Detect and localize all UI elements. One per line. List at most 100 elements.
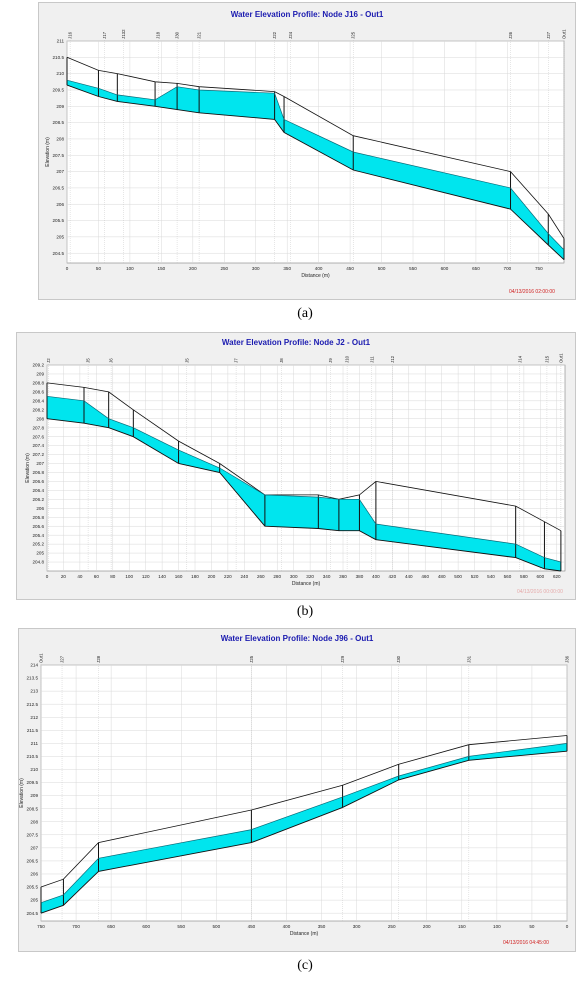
- x-tick-label: 150: [458, 924, 466, 929]
- x-tick-label: 600: [142, 924, 150, 929]
- y-tick-label: 204.5: [27, 911, 39, 916]
- x-tick-label: 200: [189, 266, 197, 271]
- y-tick-label: 207.6: [33, 434, 45, 439]
- y-tick-label: 206.5: [53, 186, 65, 191]
- y-tick-label: 206: [36, 506, 44, 511]
- caption-b: (b): [296, 604, 314, 619]
- y-tick-label: 206: [30, 872, 38, 877]
- y-tick-label: 209.5: [27, 780, 39, 785]
- profile-panel-a: Water Elevation Profile: Node J16 - Out1…: [38, 2, 576, 300]
- y-tick-label: 208: [30, 819, 38, 824]
- x-tick-label: 200: [208, 574, 216, 579]
- x-tick-label: 700: [72, 924, 80, 929]
- x-tick-label: 320: [306, 574, 314, 579]
- caption-c: (c): [297, 958, 313, 973]
- x-tick-label: 400: [283, 924, 291, 929]
- invert-line: [66, 84, 565, 261]
- x-axis-label: Distance (m): [290, 931, 319, 937]
- node-label: J36: [565, 655, 570, 663]
- y-tick-label: 211: [57, 39, 65, 44]
- x-tick-label: 120: [142, 574, 150, 579]
- node-label: J18: [156, 31, 161, 39]
- x-tick-label: 0: [66, 266, 69, 271]
- y-tick-label: 208.6: [33, 389, 45, 394]
- y-tick-label: 210.5: [53, 55, 65, 60]
- x-tick-label: 540: [487, 574, 495, 579]
- chart-title: Water Elevation Profile: Node J96 - Out1: [220, 634, 374, 643]
- node-label: J7: [234, 358, 239, 363]
- x-tick-label: 220: [224, 574, 232, 579]
- chart-title: Water Elevation Profile: Node J2 - Out1: [221, 338, 371, 347]
- y-tick-label: 204.8: [33, 560, 45, 565]
- node-label: Out1: [562, 29, 567, 39]
- x-tick-label: 240: [240, 574, 248, 579]
- x-tick-label: 250: [220, 266, 228, 271]
- ground-line: [46, 382, 562, 532]
- x-tick-label: 750: [535, 266, 543, 271]
- y-tick-label: 205: [36, 551, 44, 556]
- node-label: Out1: [39, 653, 44, 663]
- y-tick-label: 205.2: [33, 542, 45, 547]
- y-tick-label: 207.5: [53, 153, 65, 158]
- node-label: J29: [340, 655, 345, 663]
- y-tick-label: 205.8: [33, 515, 45, 520]
- x-tick-label: 80: [110, 574, 116, 579]
- y-tick-label: 209: [30, 793, 38, 798]
- x-tick-label: 750: [37, 924, 45, 929]
- ground-line: [66, 56, 565, 239]
- profile-panel-c: Water Elevation Profile: Node J96 - Out1…: [18, 628, 576, 952]
- x-tick-label: 200: [423, 924, 431, 929]
- x-tick-label: 550: [177, 924, 185, 929]
- x-tick-label: 280: [273, 574, 281, 579]
- y-tick-label: 208: [56, 137, 64, 142]
- node-label: J27: [546, 31, 551, 39]
- y-tick-label: 205: [56, 234, 64, 239]
- water-fill: [67, 80, 564, 260]
- node-label: J5: [86, 358, 91, 363]
- x-tick-label: 180: [191, 574, 199, 579]
- y-tick-label: 204.5: [53, 251, 65, 256]
- node-label: J12: [390, 355, 395, 363]
- y-tick-label: 210.5: [27, 754, 39, 759]
- x-tick-label: 340: [323, 574, 331, 579]
- x-tick-label: 350: [283, 266, 291, 271]
- node-label: J31: [466, 655, 471, 663]
- y-tick-label: 205.5: [53, 218, 65, 223]
- y-tick-label: 208.2: [33, 407, 45, 412]
- y-tick-label: 207.8: [33, 425, 45, 430]
- y-tick-label: 211: [31, 741, 39, 746]
- y-tick-label: 207.4: [33, 443, 45, 448]
- water-surface-line: [66, 79, 565, 251]
- profile-chart-c: 750 700 650 600 550 500 450 400 350 300 250 200 150 1…: [19, 653, 570, 937]
- x-tick-label: 60: [94, 574, 100, 579]
- x-tick-label: 300: [252, 266, 260, 271]
- ground-line: [40, 735, 568, 888]
- node-label: J9: [328, 358, 333, 363]
- x-axis-label: Distance (m): [292, 581, 321, 587]
- profile-chart-b: 0 20 40 60 80 100 120 140 160 180 200 220 240 260 280 3…: [25, 353, 566, 587]
- y-tick-label: 212.5: [27, 702, 39, 707]
- node-label: J27: [60, 655, 65, 663]
- x-tick-label: 650: [472, 266, 480, 271]
- node-label: J17: [102, 31, 107, 39]
- node-label: J30: [396, 655, 401, 663]
- y-tick-label: 209.5: [53, 88, 65, 93]
- y-tick-label: 208: [36, 416, 44, 421]
- y-tick-label: 205: [30, 898, 38, 903]
- node-label: J8: [279, 358, 284, 363]
- x-tick-label: 480: [438, 574, 446, 579]
- node-label: J26: [508, 31, 513, 39]
- node-label: J15: [544, 355, 549, 363]
- invert-line: [40, 750, 568, 914]
- water-surface-line: [46, 395, 561, 563]
- x-tick-label: 550: [409, 266, 417, 271]
- x-tick-label: 300: [290, 574, 298, 579]
- y-tick-label: 206.2: [33, 497, 45, 502]
- x-tick-label: 600: [441, 266, 449, 271]
- x-tick-label: 0: [566, 924, 569, 929]
- x-tick-label: 100: [125, 574, 133, 579]
- x-tick-label: 140: [158, 574, 166, 579]
- y-tick-label: 208.5: [53, 120, 65, 125]
- y-tick-label: 208.8: [33, 381, 45, 386]
- x-tick-label: 50: [529, 924, 535, 929]
